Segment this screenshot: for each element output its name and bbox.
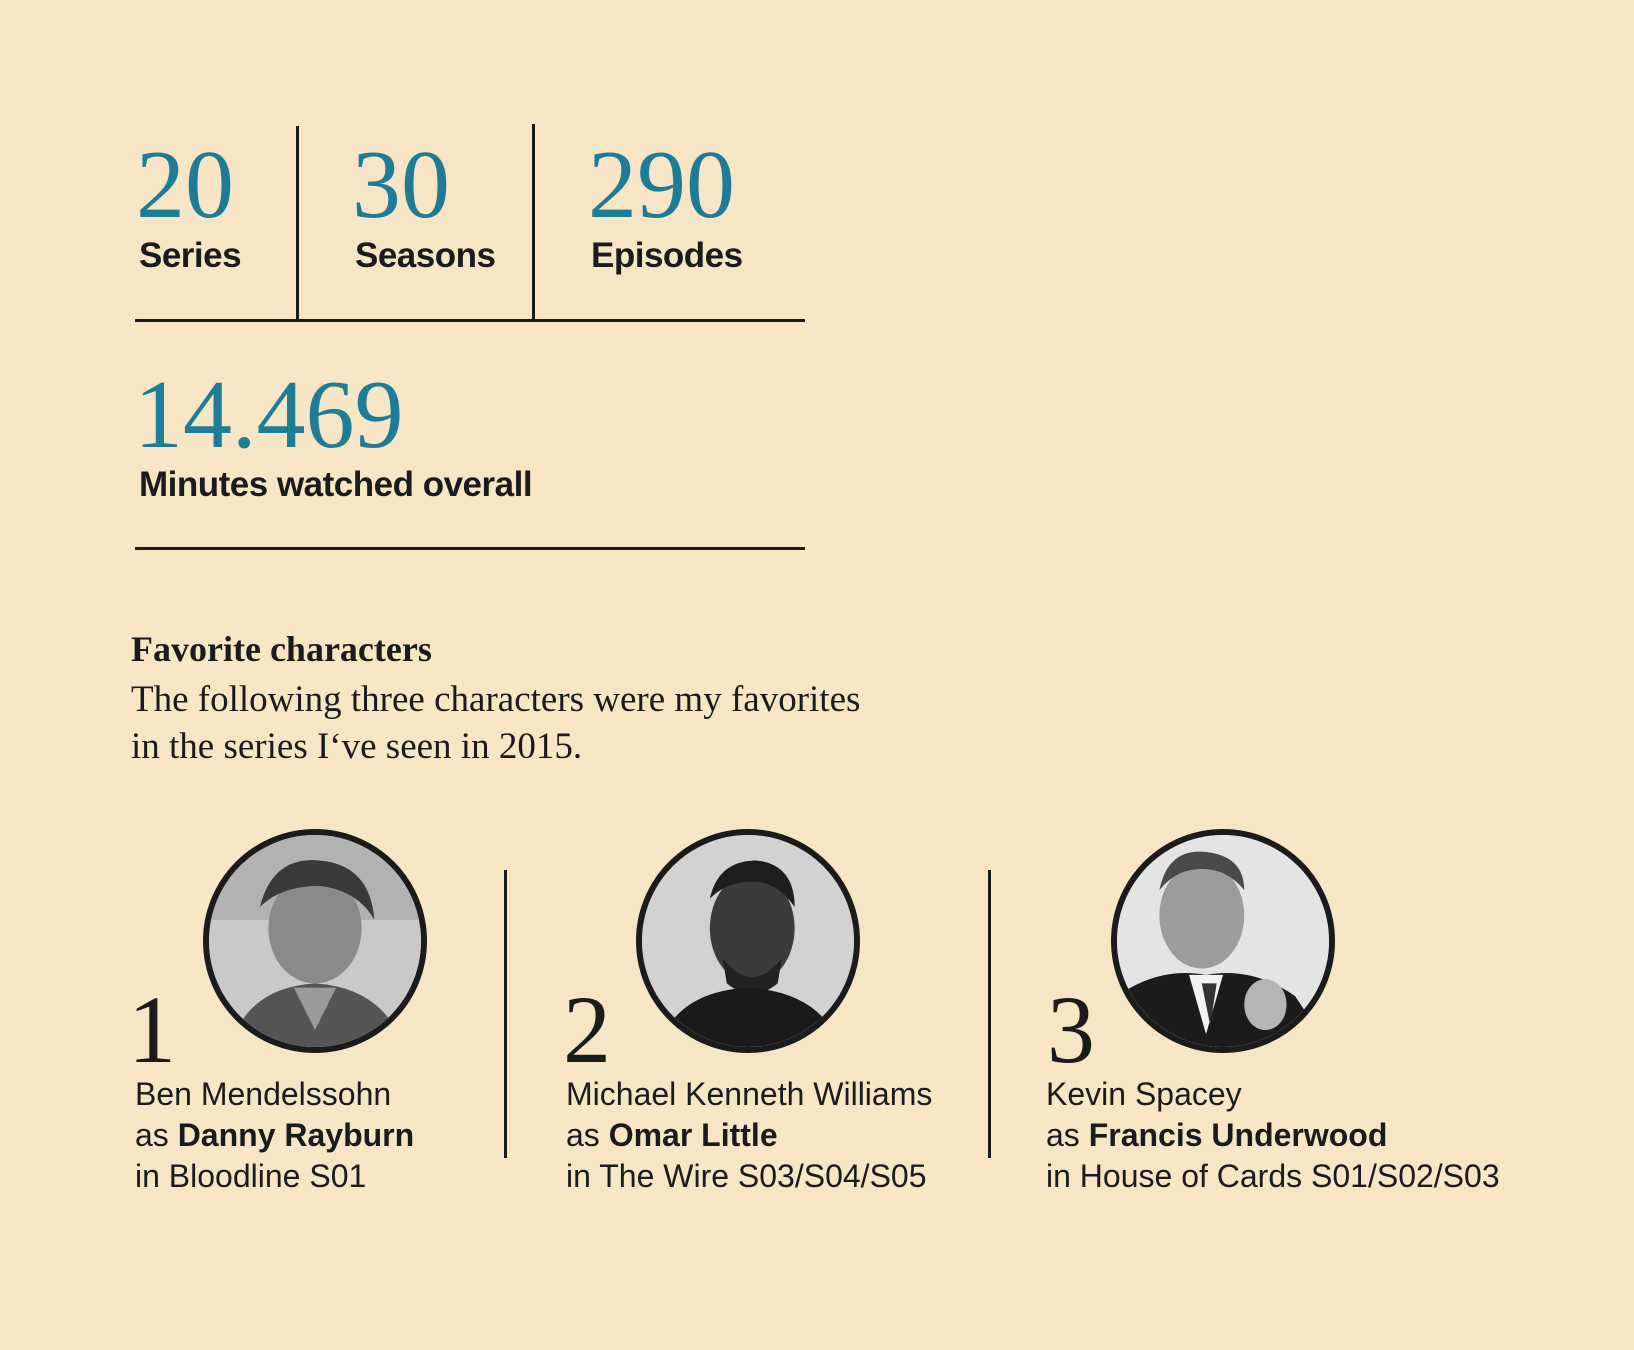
role-name: Danny Rayburn — [177, 1117, 415, 1153]
as-word: as — [1046, 1117, 1080, 1153]
series-count: 20 — [136, 131, 234, 239]
rank-number: 3 — [1047, 976, 1095, 1083]
favorites-description: The following three characters were my f… — [131, 679, 861, 767]
character-divider — [504, 870, 507, 1158]
show-name: The Wire S03/S04/S05 — [599, 1158, 927, 1194]
series-label: Series — [139, 236, 242, 275]
show-name: Bloodline S01 — [168, 1158, 367, 1194]
minutes-count: 14.469 — [134, 361, 404, 469]
actor-portrait — [203, 829, 427, 1053]
seasons-count: 30 — [352, 131, 450, 239]
role-name: Omar Little — [608, 1117, 778, 1153]
portrait-photo-icon — [209, 835, 421, 1047]
role-name: Francis Underwood — [1088, 1117, 1388, 1153]
episodes-label: Episodes — [591, 236, 743, 275]
rank-number: 1 — [128, 976, 176, 1083]
stat-separator — [135, 319, 805, 322]
actor-portrait — [636, 829, 860, 1053]
seasons-label: Seasons — [355, 236, 496, 275]
minutes-label: Minutes watched overall — [139, 465, 533, 504]
as-word: as — [566, 1117, 600, 1153]
favorites-title: Favorite characters — [131, 629, 432, 669]
in-word: in — [566, 1158, 591, 1194]
as-word: as — [135, 1117, 169, 1153]
character-info: Michael Kenneth Williams as Omar Little … — [566, 1074, 932, 1197]
rank-number: 2 — [563, 976, 611, 1083]
in-word: in — [135, 1158, 160, 1194]
stat-divider — [532, 124, 535, 322]
actor-name: Kevin Spacey — [1046, 1076, 1242, 1112]
stat-separator — [135, 547, 805, 550]
actor-name: Michael Kenneth Williams — [566, 1076, 933, 1112]
portrait-photo-icon — [1117, 835, 1329, 1047]
stat-divider — [296, 126, 299, 322]
episodes-count: 290 — [588, 131, 735, 239]
character-divider — [988, 870, 991, 1158]
character-info: Ben Mendelssohn as Danny Rayburn in Bloo… — [135, 1074, 414, 1197]
actor-portrait — [1111, 829, 1335, 1053]
actor-name: Ben Mendelssohn — [135, 1076, 392, 1112]
show-name: House of Cards S01/S02/S03 — [1079, 1158, 1500, 1194]
character-info: Kevin Spacey as Francis Underwood in Hou… — [1046, 1074, 1500, 1197]
portrait-photo-icon — [642, 835, 854, 1047]
in-word: in — [1046, 1158, 1071, 1194]
